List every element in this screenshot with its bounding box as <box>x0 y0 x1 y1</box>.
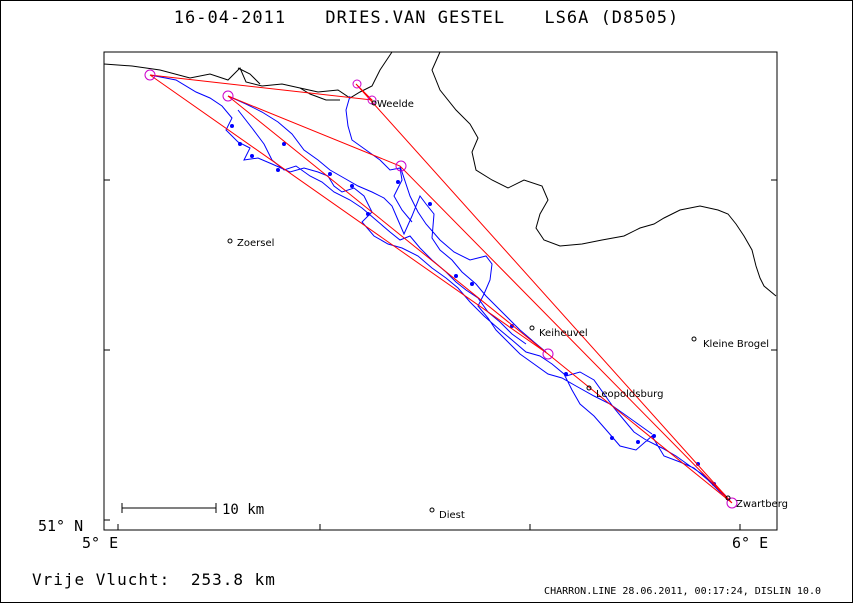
place-zoersel: Zoersel <box>237 238 274 249</box>
turnpoint-finish <box>726 497 738 509</box>
pilot-name: DRIES.VAN GESTEL <box>325 8 506 28</box>
border-fragment <box>237 67 340 101</box>
thermal-markers <box>230 124 716 486</box>
place-kleine-brogel: Kleine Brogel <box>703 339 769 350</box>
lon-axis-label-min: 5° E <box>82 534 118 552</box>
axis-ticks <box>104 179 777 530</box>
place-markers <box>227 100 731 513</box>
credit-line: CHARRON.LINE 28.06.2011, 00:17:24, DISLI… <box>544 586 821 597</box>
glider-type: LS6A (D8505) <box>544 8 680 28</box>
turnpoint-5 <box>395 160 407 172</box>
place-weelde: Weelde <box>377 99 414 110</box>
turnpoint-6 <box>542 348 554 360</box>
turnpoint-2 <box>222 90 234 102</box>
turnpoint-circles <box>144 69 738 509</box>
distance-label: Vrije Vlucht: <box>32 570 171 589</box>
place-zwartberg: Zwartberg <box>736 499 788 510</box>
scale-bar <box>121 503 217 513</box>
place-diest: Diest <box>439 510 465 521</box>
flight-date: 16-04-2011 <box>173 8 287 28</box>
country-border <box>103 51 777 297</box>
map-title: 16-04-2011 DRIES.VAN GESTEL LS6A (D8505) <box>0 8 853 28</box>
distance-value: 253.8 km <box>190 570 276 589</box>
plot-area <box>103 51 778 531</box>
turnpoint-start <box>144 69 156 81</box>
lat-axis-label: 51° N <box>38 517 83 535</box>
flight-track <box>149 74 731 501</box>
distance-readout: Vrije Vlucht: 253.8 km <box>32 570 276 589</box>
scale-bar-label: 10 km <box>222 502 264 518</box>
place-keiheuvel: Keiheuvel <box>539 328 588 339</box>
lon-axis-label-max: 6° E <box>732 534 768 552</box>
turnpoint-3 <box>352 79 362 89</box>
place-leopoldsburg: Leopoldsburg <box>596 389 663 400</box>
